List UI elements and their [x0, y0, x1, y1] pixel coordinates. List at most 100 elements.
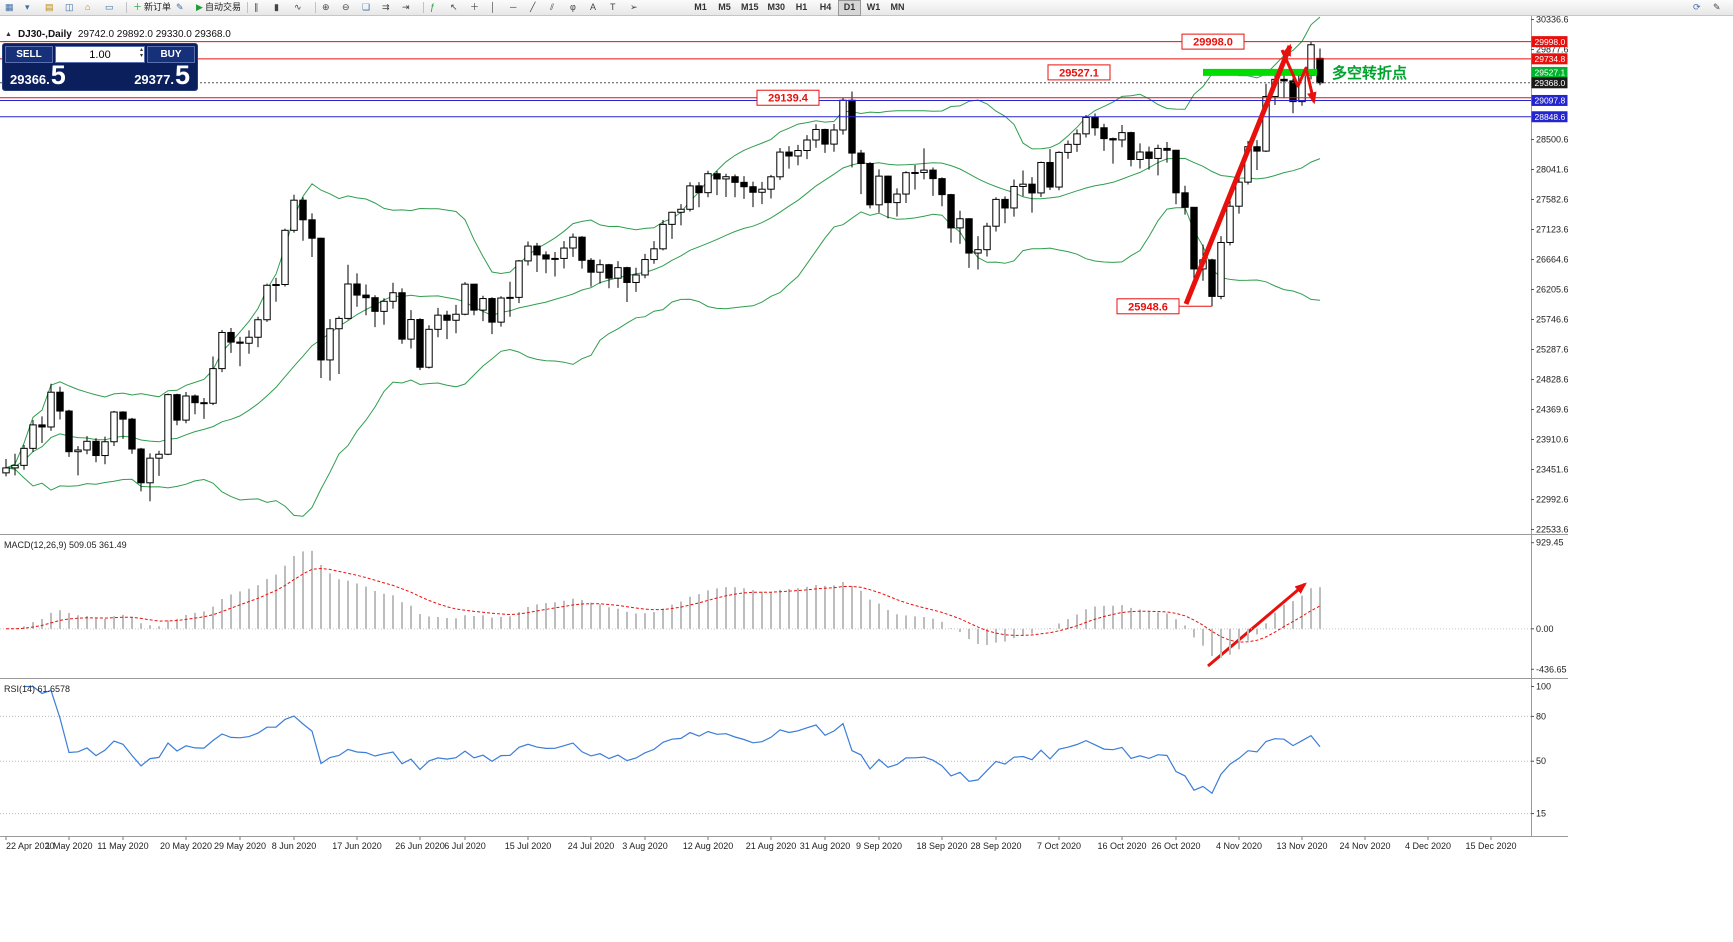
- auto-scroll-button[interactable]: ⇉: [380, 1, 399, 15]
- bar-chart-button[interactable]: ∥: [252, 1, 271, 15]
- trendline-icon: ╱: [529, 2, 536, 12]
- timeframe-M5-button[interactable]: M5: [718, 2, 731, 12]
- arrows-tool-button[interactable]: ➢: [628, 1, 647, 15]
- market-watch-icon: ▤: [45, 2, 54, 12]
- new-chart-button[interactable]: ▦: [3, 1, 22, 15]
- volume-input[interactable]: 1.00 ▴ ▾: [55, 46, 145, 63]
- price-axis-tag-text: 29527.1: [1535, 68, 1566, 78]
- candle: [146, 457, 154, 484]
- pullback-arrow[interactable]: [1280, 49, 1317, 105]
- crosshair-button[interactable]: ＋: [468, 1, 487, 15]
- macd-axis-label: 929.45: [1536, 538, 1564, 548]
- autotrading-button[interactable]: ▶ 自动交易: [194, 1, 243, 15]
- horizontal-line-button[interactable]: ─: [508, 1, 527, 15]
- timeframe-MN-button[interactable]: MN: [890, 2, 905, 12]
- candle: [551, 257, 559, 260]
- buy-button[interactable]: BUY: [147, 46, 195, 63]
- candle: [1010, 185, 1018, 209]
- candle: [1253, 146, 1261, 152]
- candle: [299, 199, 307, 221]
- candle: [794, 150, 802, 157]
- price-axis-tag: [1531, 94, 1568, 106]
- channel-button[interactable]: ⫽: [548, 1, 567, 15]
- zoom-in-button[interactable]: ⊕: [320, 1, 339, 15]
- buy-price[interactable]: 29377. 5: [134, 62, 190, 89]
- timeframe-M30-button[interactable]: M30: [767, 2, 785, 12]
- chart-canvas[interactable]: 多空转折点 29998.0 29527.1 29139.4 25948.6 30336.6…: [0, 16, 1568, 856]
- chart-title: ▲ DJ30-,Daily 29742.0 29892.0 29330.0 29…: [5, 29, 231, 40]
- price-axis[interactable]: 30336.6 29877.6 28500.6 28041.6 27582.6 27123…: [1531, 16, 1568, 534]
- candle: [101, 441, 109, 457]
- chart-profiles-button[interactable]: ▾: [23, 1, 42, 15]
- candle: [1181, 192, 1189, 208]
- annotation-note[interactable]: 多空转折点: [1332, 64, 1407, 82]
- candle: [47, 391, 55, 428]
- timeframe-M15-button[interactable]: M15: [740, 2, 759, 12]
- data-window-icon: ◫: [65, 2, 74, 12]
- rsi-axis-label: 100: [1536, 681, 1551, 691]
- price-label-box[interactable]: [1047, 64, 1111, 81]
- timeframe-D1-button[interactable]: D1: [838, 0, 861, 16]
- rsi-axis-label: 15: [1536, 809, 1546, 819]
- cursor-button[interactable]: ↖: [448, 1, 467, 15]
- trendline-button[interactable]: ╱: [528, 1, 547, 15]
- chart-symbol-period: DJ30-,Daily: [17, 29, 72, 40]
- fibonacci-button[interactable]: φ: [568, 1, 587, 15]
- metaeditor-button[interactable]: ✎: [174, 1, 193, 15]
- timeframe-H4-button[interactable]: H4: [819, 2, 832, 12]
- vertical-line-icon: │: [489, 2, 496, 12]
- symbol-marker-icon: ▲: [5, 31, 12, 38]
- spinner-down-icon[interactable]: ▾: [139, 53, 143, 59]
- chart-shift-button[interactable]: ⇥: [400, 1, 419, 15]
- sell-button[interactable]: SELL: [5, 46, 53, 63]
- navigator-button[interactable]: ⌂: [83, 1, 102, 15]
- macd-histogram: [14, 550, 1321, 658]
- chart-forward-button[interactable]: ⟳: [1691, 1, 1710, 15]
- pencil-tool-button[interactable]: ✎: [1711, 1, 1730, 15]
- rsi-axis-label: 50: [1536, 756, 1546, 766]
- date-axis-label: 11 May 2020: [97, 841, 148, 851]
- zoom-out-button[interactable]: ⊖: [340, 1, 359, 15]
- rally-arrow[interactable]: [1183, 43, 1293, 305]
- text-label-button[interactable]: T: [608, 1, 627, 15]
- toolbar-separator: [126, 2, 127, 13]
- tile-windows-button[interactable]: ❏: [360, 1, 379, 15]
- candle: [857, 152, 865, 165]
- terminal-button[interactable]: ▭: [103, 1, 122, 15]
- candle: [578, 236, 586, 261]
- new-order-button[interactable]: ＋新订单: [131, 1, 173, 15]
- candle: [641, 259, 649, 276]
- market-watch-button[interactable]: ▤: [43, 1, 62, 15]
- candle: [479, 298, 487, 311]
- candle: [1001, 198, 1009, 209]
- macd-axis-label: 0.00: [1536, 624, 1554, 634]
- candle: [128, 418, 136, 450]
- macd-arrow[interactable]: [1207, 582, 1307, 668]
- bollinger-lower-band: [5, 207, 1321, 517]
- data-window-button[interactable]: ◫: [63, 1, 82, 15]
- price-axis-label: 25746.6: [1536, 314, 1568, 324]
- timeframe-M1-button[interactable]: M1: [694, 2, 707, 12]
- timeframe-W1-button[interactable]: W1: [866, 2, 881, 12]
- price-label-box[interactable]: [756, 89, 820, 106]
- vertical-line-button[interactable]: │: [488, 1, 507, 15]
- candle: [938, 178, 946, 196]
- price-label-box[interactable]: [1181, 33, 1245, 50]
- candlestick-chart-button[interactable]: ▮: [272, 1, 291, 15]
- candle: [1262, 96, 1270, 152]
- indicators-button[interactable]: ƒ: [428, 1, 447, 15]
- candle: [83, 440, 91, 451]
- spinner-up-icon[interactable]: ▴: [139, 47, 143, 53]
- sell-price[interactable]: 29366. 5: [10, 62, 66, 89]
- text-button[interactable]: A: [588, 1, 607, 15]
- chart-ohlc-values: 29742.0 29892.0 29330.0 29368.0: [77, 29, 231, 40]
- candle: [776, 151, 784, 178]
- autotrading-icon: ▶: [196, 2, 203, 12]
- date-axis-label: 21 Aug 2020: [746, 841, 797, 851]
- timeframe-H1-button[interactable]: H1: [795, 2, 808, 12]
- line-chart-button[interactable]: ∿: [292, 1, 311, 15]
- candle: [1091, 116, 1099, 129]
- volume-spinner[interactable]: ▴ ▾: [140, 47, 143, 59]
- price-label-box[interactable]: [1116, 298, 1180, 315]
